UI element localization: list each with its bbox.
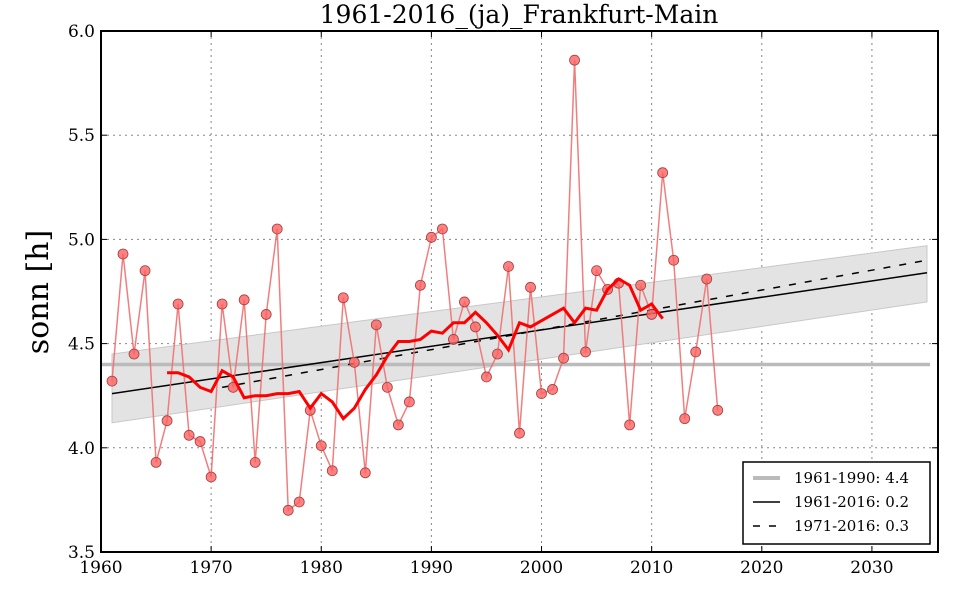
x-tick-label: 1960: [79, 558, 122, 578]
annual-point: [624, 419, 636, 431]
plot-frame: [100, 30, 939, 553]
annual-point: [514, 427, 525, 439]
annual-point: [668, 254, 680, 266]
annual-point: [139, 265, 151, 277]
annual-point: [525, 281, 536, 293]
x-tick-label: 1970: [189, 558, 232, 578]
annual-point: [172, 298, 184, 310]
y-tick-label: 6.0: [68, 22, 95, 42]
annual-point: [271, 223, 283, 235]
annual-point: [679, 413, 691, 425]
legend-box: [742, 461, 931, 545]
running-mean-series: [167, 277, 664, 421]
annual-point: [503, 261, 514, 272]
legend-label-trend-1971: 1971-2016: 0.3: [794, 517, 909, 535]
confidence-band: [111, 245, 928, 424]
annual-point: [591, 265, 602, 277]
annual-point: [414, 279, 426, 291]
x-tick-label: 2030: [850, 558, 893, 578]
annual-point: [194, 436, 206, 447]
annual-point: [580, 346, 591, 358]
confidence-band-area: [111, 245, 928, 424]
annual-point: [381, 381, 393, 393]
annual-point: [183, 429, 195, 441]
y-tick-label: 3.5: [68, 543, 95, 563]
annual-point: [448, 334, 459, 345]
annual-point: [150, 456, 162, 468]
annual-point: [569, 54, 580, 66]
annual-point: [536, 388, 547, 400]
annual-point: [657, 167, 669, 179]
annual-series: [106, 54, 724, 516]
annual-point: [161, 415, 173, 427]
annual-point: [337, 292, 349, 304]
annual-point: [128, 348, 140, 360]
annual-point: [205, 471, 217, 483]
x-tick-label: 2020: [740, 558, 783, 578]
legend-label-baseline: 1961-1990: 4.4: [794, 469, 909, 487]
annual-point: [701, 273, 713, 285]
annual-point: [315, 440, 327, 452]
annual-point: [260, 309, 272, 320]
annual-point: [558, 352, 569, 364]
annual-point: [690, 346, 702, 358]
annual-point: [437, 223, 448, 235]
annual-point: [117, 248, 129, 260]
x-tick-label: 2010: [630, 558, 673, 578]
annual-point: [326, 465, 338, 477]
annual-point: [293, 496, 305, 508]
axis-ticks: 1960 1970 1980 1990 2000 2010 2020 2030 3.5 4.0 4.…: [68, 22, 938, 578]
annual-point: [282, 504, 294, 516]
annual-point: [348, 356, 360, 368]
annual-point: [106, 375, 118, 387]
annual-point: [403, 396, 415, 408]
trend-line-1961-2016: [111, 272, 928, 395]
annual-point: [370, 319, 382, 331]
legend-label-trend-1961: 1961-2016: 0.2: [794, 493, 909, 511]
annual-point: [547, 384, 558, 395]
annual-point: [425, 231, 437, 243]
legend: 1961-1990: 4.4 1961-2016: 0.2 1971-2016:…: [742, 461, 931, 545]
annual-point: [492, 348, 503, 360]
annual-point: [249, 456, 261, 468]
x-tick-label: 2000: [520, 558, 563, 578]
running-mean-line: [167, 277, 664, 421]
annual-point: [216, 298, 228, 310]
annual-point: [459, 296, 470, 308]
annual-point: [238, 294, 250, 306]
x-tick-label: 1990: [410, 558, 453, 578]
annual-point: [470, 321, 481, 333]
x-tick-label: 1980: [300, 558, 343, 578]
y-tick-label: 4.0: [68, 439, 95, 459]
annual-point: [392, 419, 404, 431]
chart-title: 1961-2016_(ja)_Frankfurt-Main: [320, 0, 719, 29]
annual-point: [635, 279, 647, 291]
y-axis-label: sonn [h]: [21, 230, 56, 354]
y-tick-label: 5.0: [68, 230, 95, 250]
annual-point: [481, 371, 492, 383]
y-tick-label: 5.5: [68, 126, 95, 146]
annual-point: [359, 467, 371, 479]
annual-point: [712, 404, 724, 416]
annual-point: [646, 309, 658, 320]
y-tick-label: 4.5: [68, 335, 95, 355]
